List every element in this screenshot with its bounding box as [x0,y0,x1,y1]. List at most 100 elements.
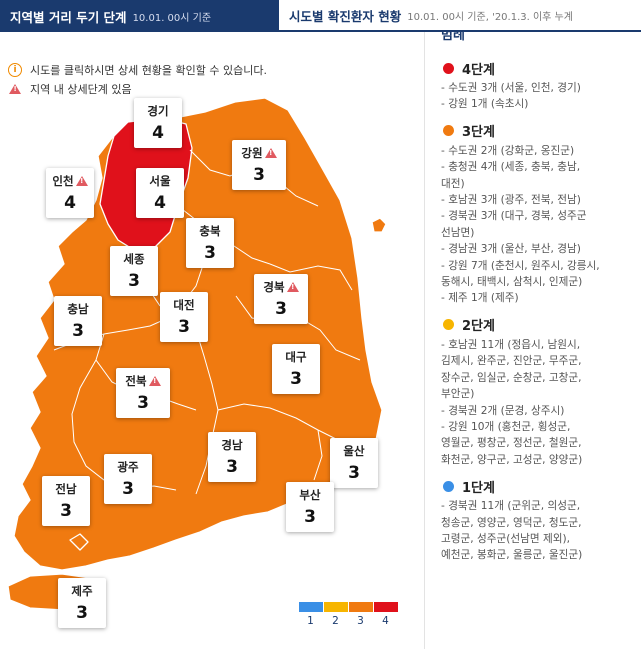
scale-label: 3 [357,615,364,627]
list-item: 예천군, 봉화군, 울릉군, 울진군) [441,549,583,562]
region-level: 3 [178,317,190,337]
list-item: 대전) [441,177,465,190]
region-level: 4 [64,193,76,213]
list-item: 부안군) [441,388,475,401]
region-name: 충북 [199,224,221,238]
region-box-daejeon[interactable]: 대전 3 [160,292,208,342]
region-shape-island[interactable] [69,533,89,551]
region-box-seoul[interactable]: 서울 4 [136,168,184,218]
list-item: - 경북권 11개 (군위군, 의성군, [441,500,581,513]
region-level: 3 [76,603,88,623]
region-name: 강원 [241,146,263,160]
region-name: 세종 [123,252,145,266]
list-item: - 강원 7개 (춘천시, 원주시, 강릉시, [441,259,600,272]
level-list: - 수도권 3개 (서울, 인천, 경기) - 강원 1개 (속초시) [441,80,639,113]
scale-label: 1 [307,615,314,627]
region-name: 경북 [263,280,285,294]
tab-subtitle: 10.01. 00시 기준, '20.1.3. 이후 누계 [407,11,573,23]
region-box-jeju[interactable]: 제주 3 [58,578,106,628]
region-level: 3 [290,369,302,389]
info-icon: i [8,62,22,77]
blue-dot-icon [443,480,454,492]
level-heading: 2단계 [441,316,639,334]
region-box-chungnam[interactable]: 충남 3 [54,296,102,346]
region-box-gyeongbuk[interactable]: 경북 3 [254,274,308,324]
level-section-1: 1단계 - 경북권 11개 (군위군, 의성군, 청송군, 영양군, 영덕군, … [441,477,639,564]
list-item: - 수도권 2개 (강화군, 옹진군) [441,144,575,157]
region-level: 3 [253,165,265,185]
region-box-jeonbuk[interactable]: 전북 3 [116,368,170,418]
tab-title: 시도별 확진환자 현황 [289,8,402,24]
region-box-incheon[interactable]: 인천 4 [46,168,94,218]
region-name: 전북 [125,374,147,388]
warning-icon [286,282,299,292]
region-name: 전남 [55,482,77,496]
yellow-dot-icon [443,319,454,331]
region-box-gyeongnam[interactable]: 경남 3 [208,432,256,482]
level-title: 1단계 [462,480,495,496]
region-box-gangwon[interactable]: 강원 3 [232,140,286,190]
region-name: 광주 [117,460,139,474]
level-heading: 3단계 [441,122,639,140]
list-item: 장수군, 임실군, 순창군, 고창군, [441,371,582,384]
region-name: 제주 [71,584,93,598]
region-box-sejong[interactable]: 세종 3 [110,246,158,296]
region-name: 충남 [67,302,89,316]
region-level: 3 [304,507,316,527]
region-box-jeonnam[interactable]: 전남 3 [42,476,90,526]
tab-distancing-levels[interactable]: 지역별 거리 두기 단계 10.01. 00시 기준 [0,0,279,32]
list-item: - 제주 1개 (제주) [441,292,519,305]
scale-color-4 [373,602,398,612]
region-shape-ulleung[interactable] [371,217,387,233]
region-level: 3 [348,463,360,483]
list-item: 청송군, 영양군, 영덕군, 청도군, [441,516,582,529]
level-title: 3단계 [462,125,495,141]
region-level: 3 [226,457,238,477]
click-hint: i 시도를 클릭하시면 상세 현황을 확인할 수 있습니다. [8,60,267,79]
list-item: - 강원 10개 (홍천군, 횡성군, [441,420,571,433]
region-box-chungbuk[interactable]: 충북 3 [186,218,234,268]
region-name: 대전 [173,298,195,312]
scale-color-3 [348,602,373,612]
region-level: 4 [154,193,166,213]
region-name: 서울 [149,174,171,188]
list-item: - 수도권 3개 (서울, 인천, 경기) [441,82,581,94]
region-level: 3 [137,393,149,413]
level-list: - 수도권 2개 (강화군, 옹진군) - 충청권 4개 (세종, 충북, 충남… [441,143,639,307]
region-box-ulsan[interactable]: 울산 3 [330,438,378,488]
level-list: - 경북권 11개 (군위군, 의성군, 청송군, 영양군, 영덕군, 청도군,… [441,498,639,564]
sidebar-header: 범례 [441,32,465,43]
level-title: 2단계 [462,319,495,335]
scale-step-4: 4 [373,602,398,627]
level-color-scale: 1 2 3 4 [298,602,398,627]
region-level: 3 [128,271,140,291]
scale-step-3: 3 [348,602,373,627]
region-box-gyeonggi[interactable]: 경기 4 [134,98,182,148]
level-heading: 4단계 [441,59,639,78]
map-notes: i 시도를 클릭하시면 상세 현황을 확인할 수 있습니다. 지역 내 상세단계… [8,60,267,98]
level-list: - 호남권 11개 (정읍시, 남원시, 김제시, 완주군, 진안군, 무주군,… [441,337,639,468]
region-level: 3 [204,243,216,263]
warning-icon [264,148,277,158]
scale-label: 2 [332,615,339,627]
list-item: - 호남권 11개 (정읍시, 남원시, [441,338,581,351]
level-title: 4단계 [462,62,495,78]
tab-confirmed-cases[interactable]: 시도별 확진환자 현황 10.01. 00시 기준, '20.1.3. 이후 누… [279,0,641,32]
region-box-busan[interactable]: 부산 3 [286,482,334,532]
scale-color-1 [298,602,323,612]
region-box-daegu[interactable]: 대구 3 [272,344,320,394]
region-box-gwangju[interactable]: 광주 3 [104,454,152,504]
detail-hint: 지역 내 상세단계 있음 [8,79,267,98]
region-name: 울산 [343,444,365,458]
list-item: 고령군, 성주군(선남면 제외), [441,532,570,545]
region-name: 경기 [147,104,169,118]
level-legend-sidebar: 범례 4단계 - 수도권 3개 (서울, 인천, 경기) - 강원 1개 (속초… [424,32,641,649]
click-hint-text: 시도를 클릭하시면 상세 현황을 확인할 수 있습니다. [30,63,267,77]
region-level: 3 [72,321,84,341]
list-item: 화천군, 양구군, 고성군, 양양군) [441,453,583,466]
region-level: 3 [122,479,134,499]
level-section-2: 2단계 - 호남권 11개 (정읍시, 남원시, 김제시, 완주군, 진안군, … [441,316,639,468]
scale-color-2 [323,602,348,612]
list-item: - 경남권 3개 (울산, 부산, 경남) [441,243,581,256]
scale-step-1: 1 [298,602,323,627]
